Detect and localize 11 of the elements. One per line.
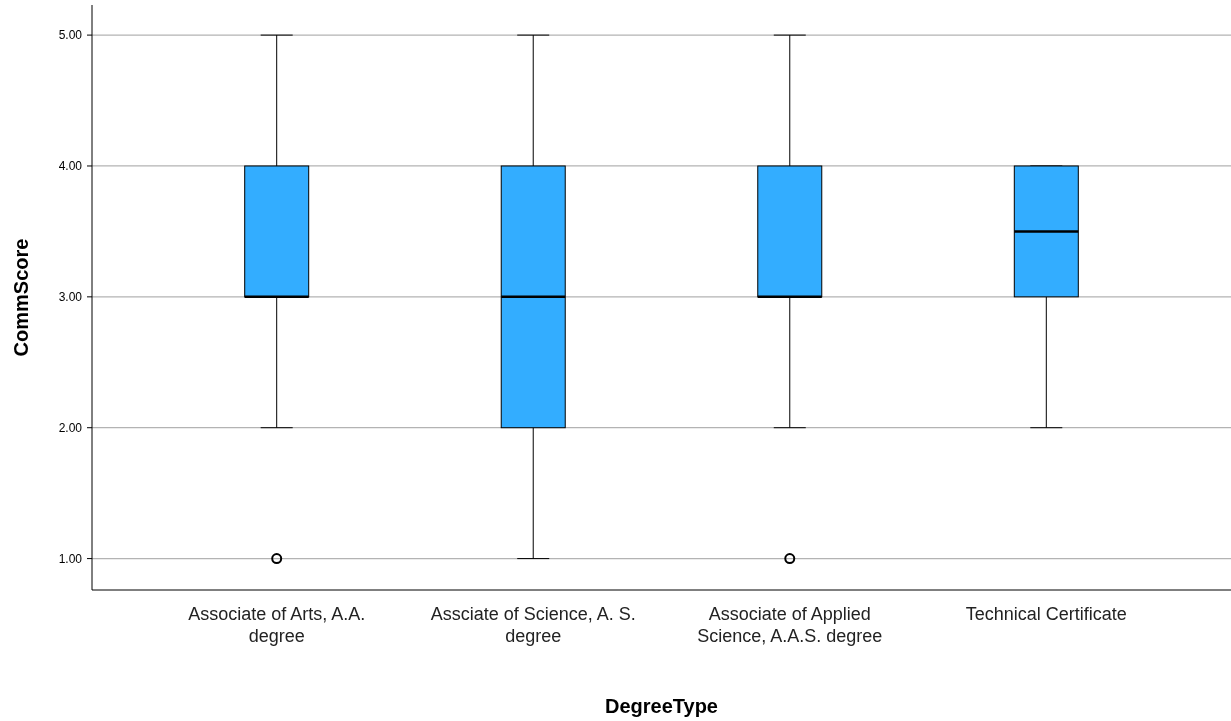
y-tick-label: 2.00	[58, 420, 83, 435]
x-tick-label: Associate of Arts, A.A. degree	[188, 604, 366, 646]
x-tick-label: Associate of Applied Science, A.A.S. degree	[697, 604, 883, 646]
x-tick-label: Assciate of Science, A. S. degree	[430, 604, 636, 646]
y-tick-label: 3.00	[58, 290, 83, 305]
y-tick-label: 5.00	[58, 28, 83, 43]
x-tick-label: Technical Certificate	[965, 604, 1127, 624]
y-tick-label: 4.00	[58, 159, 83, 174]
y-tick-label: 1.00	[58, 551, 83, 566]
y-axis-title: CommScore	[10, 238, 32, 357]
x-axis-title: DegreeType	[604, 695, 719, 717]
